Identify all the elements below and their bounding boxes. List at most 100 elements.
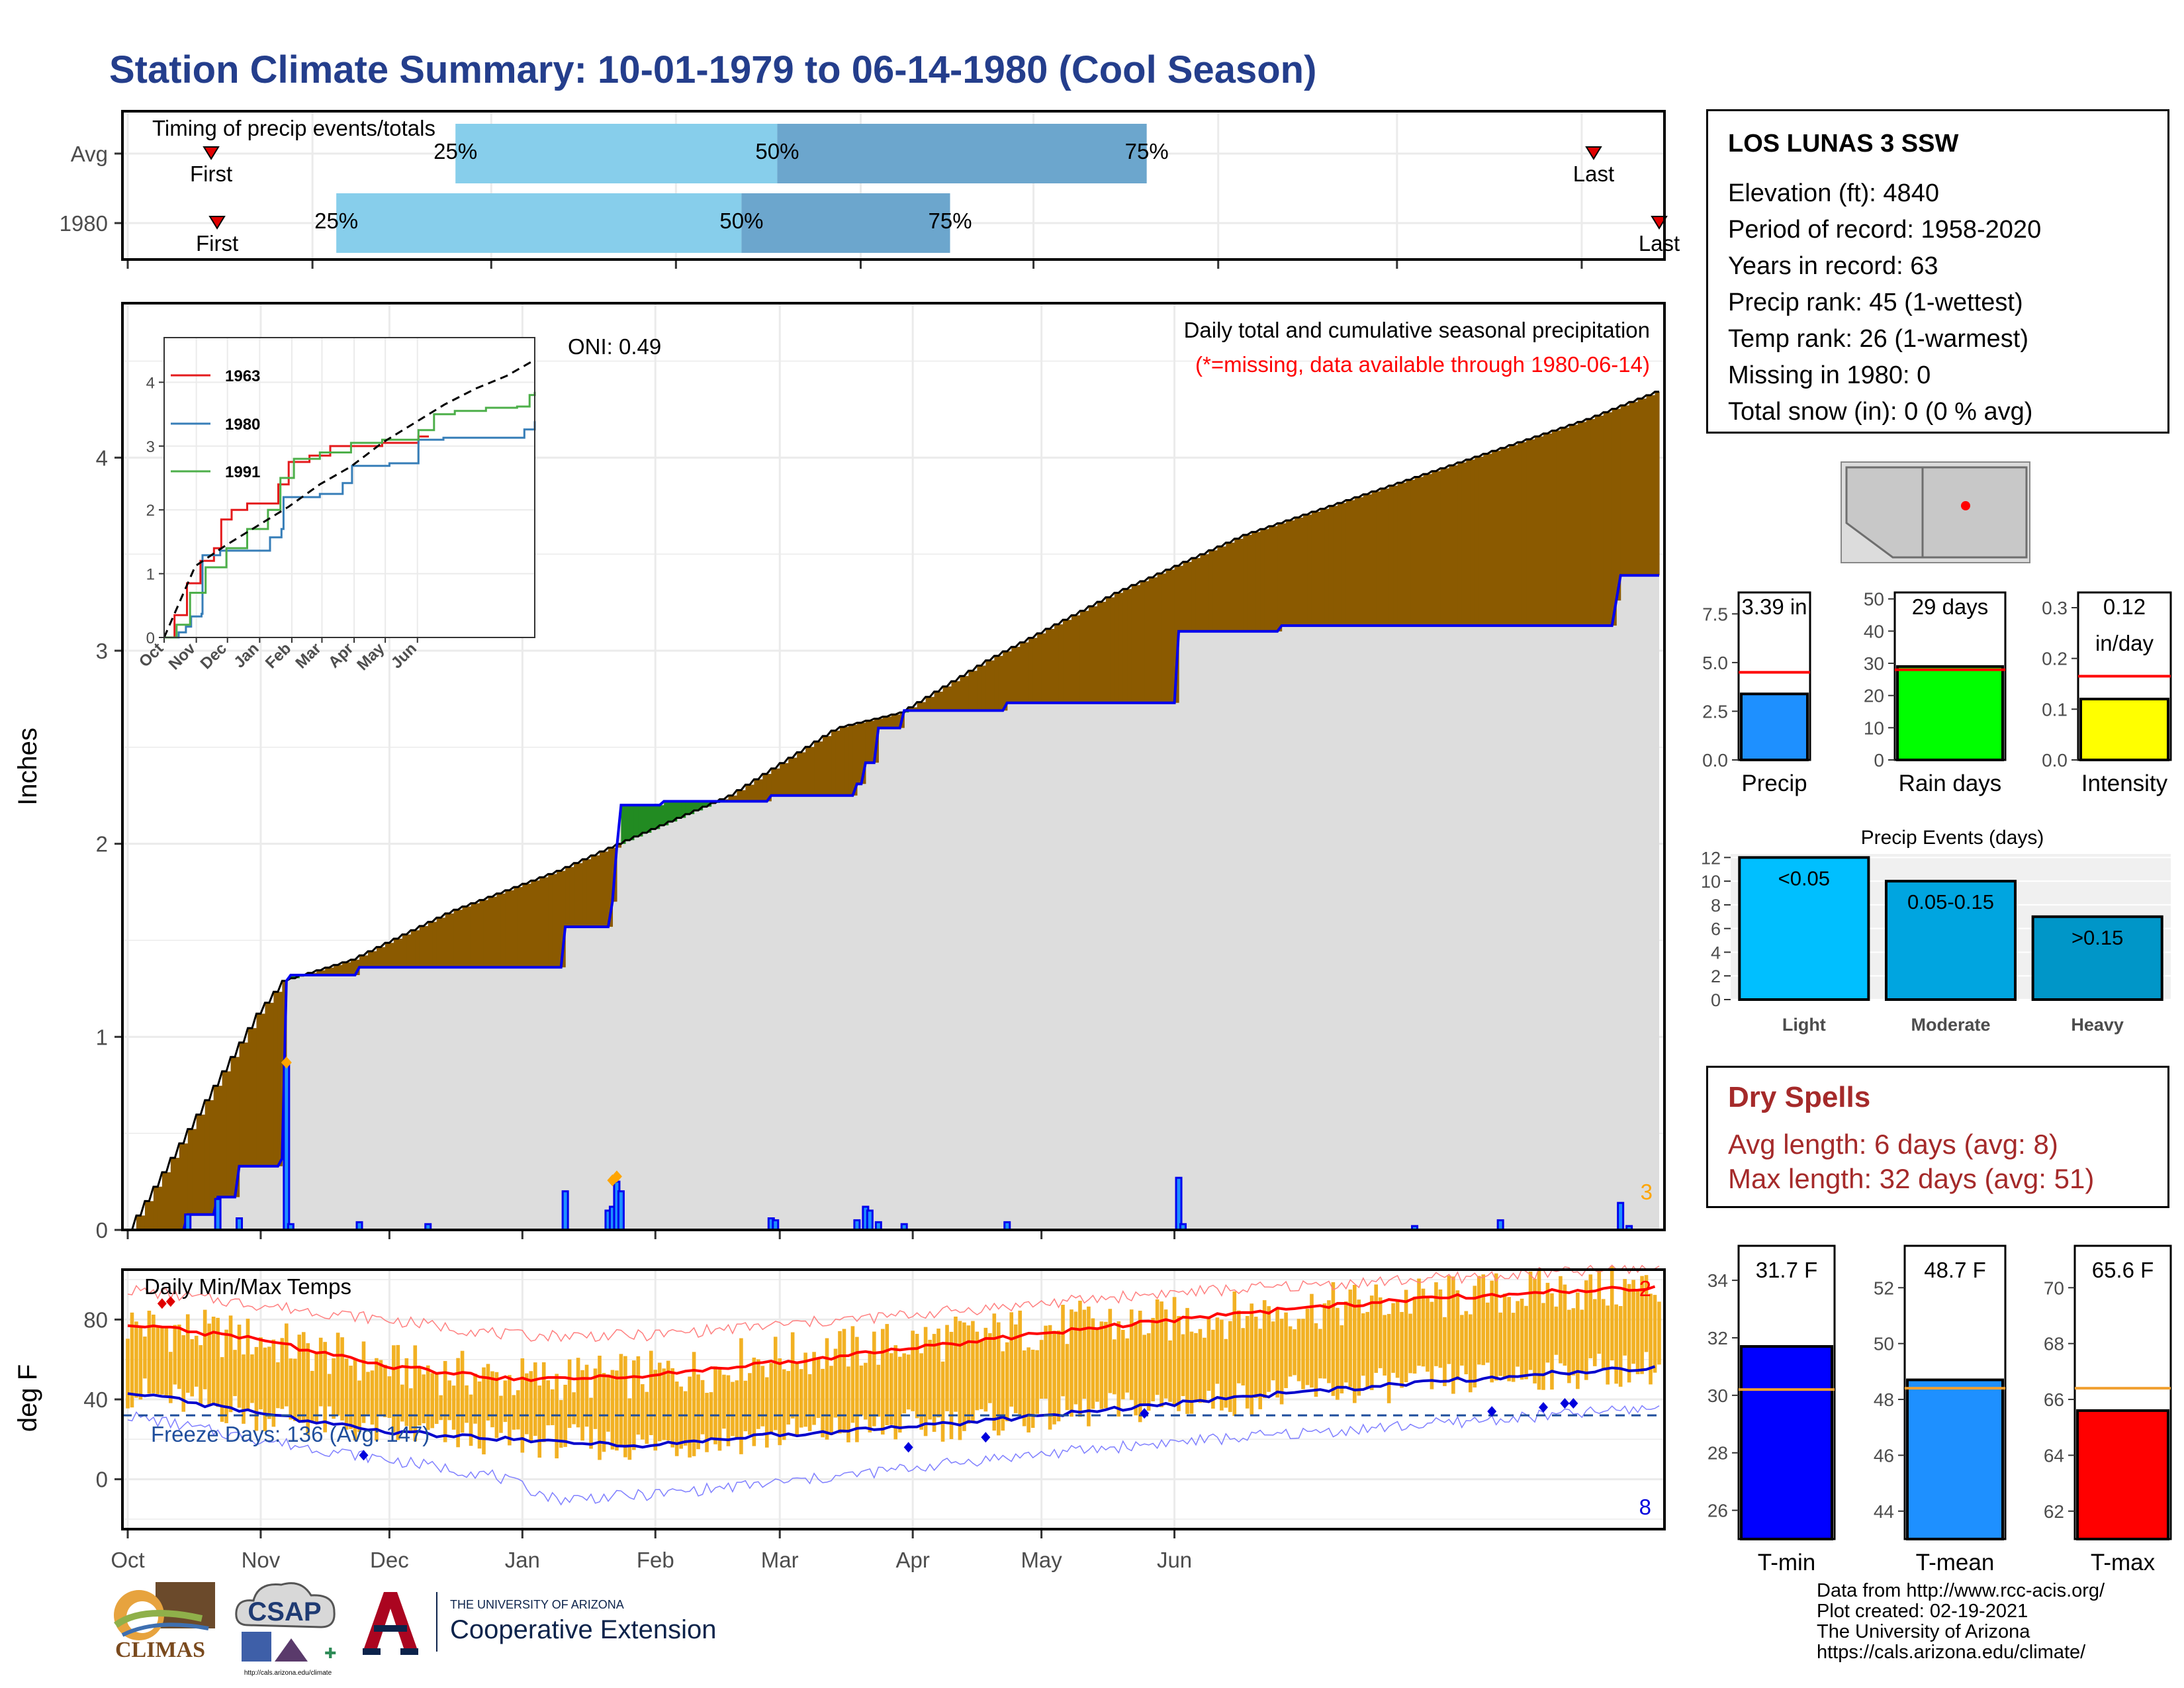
deficit-bar [467,906,472,968]
timing-last-marker [1651,216,1668,230]
daily-temp-bar [503,1380,508,1423]
deficit-bar [179,1143,184,1230]
daily-temp-bar [855,1336,859,1442]
deficit-bar [1187,561,1193,632]
deficit-bar [1354,497,1359,626]
daily-temp-bar [1541,1303,1545,1390]
dry-spells-box: Dry Spells Avg length: 6 days (avg: 8) M… [1706,1066,2169,1208]
daily-temp-bar [190,1338,195,1397]
daily-temp-bar [1580,1309,1584,1373]
deficit-bar [968,671,974,711]
daily-temp-bar [1206,1316,1211,1391]
deficit-bar [561,870,566,968]
daily-temp-bar [211,1317,216,1405]
daily-temp-bar [1314,1323,1318,1397]
deficit-bar [316,970,322,975]
surplus-bar [638,805,643,837]
daily-temp-bar [1559,1276,1563,1364]
deficit-bar [531,880,536,968]
deficit-bar [1063,620,1068,703]
summary-y-tick-label: 0.3 [2042,598,2068,618]
daily-temp-bar [833,1348,838,1418]
deficit-bar [389,943,394,968]
daily-temp-bar [1073,1311,1078,1405]
daily-temp-bar [983,1327,988,1412]
observed-cumulative-area [128,575,1659,1230]
temp-summary-y-tick-label: 28 [1707,1443,1728,1464]
timing-row-label: 1980 [60,211,108,236]
temp-summary-category-label: T-max [2091,1550,2156,1575]
daily-temp-bar [1104,1321,1108,1409]
daily-temp-bar [1644,1275,1649,1352]
daily-temp-bar [812,1352,816,1425]
deficit-bar [1487,453,1492,626]
deficit-bar [741,790,746,802]
deficit-bar [1492,451,1497,626]
timing-title: Timing of precip events/totals [152,116,435,140]
deficit-bar [1522,442,1527,626]
deficit-bar [256,1013,261,1166]
daily-temp-bar [1443,1317,1447,1386]
surplus-bar [676,801,682,818]
deficit-bar [1388,485,1394,626]
daily-temp-bar [773,1336,778,1430]
deficit-bar [1020,642,1025,703]
precip-corner-count: 3 [1641,1180,1653,1204]
daily-temp-bar [1498,1312,1502,1376]
daily-temp-bar [1417,1278,1421,1366]
deficit-bar [277,992,283,1166]
daily-temp-bar [825,1338,829,1440]
deficit-bar [818,741,823,796]
daily-temp-bar [366,1372,370,1415]
daily-temp-bar [126,1338,130,1409]
deficit-bar [329,967,334,975]
daily-temp-bar [1571,1308,1576,1376]
daily-temp-bar [413,1345,418,1442]
deficit-bar [1324,508,1330,626]
deficit-bar [604,851,609,927]
inset-border [163,337,535,638]
precip-events-y-tick-label: 6 [1711,919,1721,939]
daily-temp-bar [906,1354,911,1410]
timing-label-25: 25% [314,209,358,233]
temp-summary-y-tick-label: 48 [1874,1389,1894,1410]
surplus-bar [694,801,699,811]
daily-temp-bar [1533,1278,1537,1383]
daily-temp-bar [404,1358,409,1427]
daily-temp-bar [1404,1289,1408,1383]
surplus-bar [625,805,630,841]
surplus-bar [642,805,647,833]
daily-temp-bar [838,1331,842,1434]
deficit-bar [1298,517,1304,626]
daily-temp-bar [1322,1303,1327,1379]
deficit-bar [856,722,862,784]
daily-temp-bar [349,1366,353,1429]
deficit-bar [209,1100,214,1215]
daily-temp-bar [1185,1307,1189,1414]
deficit-bar [1449,465,1454,626]
deficit-bar [1586,419,1591,626]
record-high-marker [165,1296,175,1307]
deficit-bar [865,720,870,763]
daily-temp-bar [465,1385,469,1423]
deficit-bar [1577,422,1582,626]
deficit-bar [526,884,531,968]
daily-temp-bar [1649,1293,1653,1385]
daily-temp-bar [233,1350,237,1397]
daily-temp-bar [764,1377,769,1448]
daily-temp-bar [417,1368,422,1426]
daily-temp-bar [1494,1273,1498,1381]
daily-temp-bar [1087,1306,1091,1427]
deficit-bar [1024,642,1029,703]
deficit-bar [1350,500,1355,626]
daily-temp-bar [443,1361,447,1442]
deficit-bar [1582,422,1587,626]
deficit-bar [445,913,450,968]
daily-temp-bar [1383,1315,1387,1376]
timing-bar-50-75 [741,193,950,253]
deficit-bar [985,660,991,711]
daily-precip-bar [214,1197,222,1231]
daily-temp-bar [1198,1329,1203,1403]
precip-y-axis-label: Inches [13,727,42,806]
deficit-bar [1208,550,1214,632]
